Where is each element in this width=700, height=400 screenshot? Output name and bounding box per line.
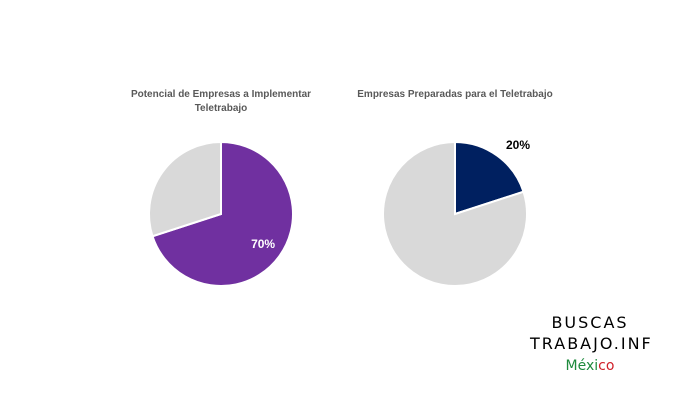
chart-title-preparadas: Empresas Preparadas para el Teletrabajo bbox=[357, 89, 553, 100]
pie-slice-0-0 bbox=[151, 140, 294, 287]
brand-country-part-2: co bbox=[598, 358, 615, 374]
pie-chart-preparadas: 20% bbox=[382, 138, 530, 287]
pie-slice-1-0 bbox=[454, 140, 525, 216]
brand-logo: BUSCAS TRABAJO.INF México bbox=[530, 312, 653, 375]
brand-country: México bbox=[530, 357, 650, 375]
pie-data-label-0-0: 70% bbox=[251, 237, 275, 251]
pie-data-label-1-0: 20% bbox=[506, 138, 530, 152]
pie-slice-0-1 bbox=[148, 140, 222, 238]
pie-slice-1-1 bbox=[382, 140, 528, 287]
brand-line-2: TRABAJO.INF bbox=[530, 334, 653, 353]
brand-line-1: BUSCAS bbox=[551, 313, 629, 332]
chart-title-potencial: Potencial de Empresas a Implementar Tele… bbox=[130, 89, 312, 114]
brand-country-part-1: Méxi bbox=[565, 358, 599, 374]
pie-chart-potencial: 70% bbox=[148, 140, 294, 287]
